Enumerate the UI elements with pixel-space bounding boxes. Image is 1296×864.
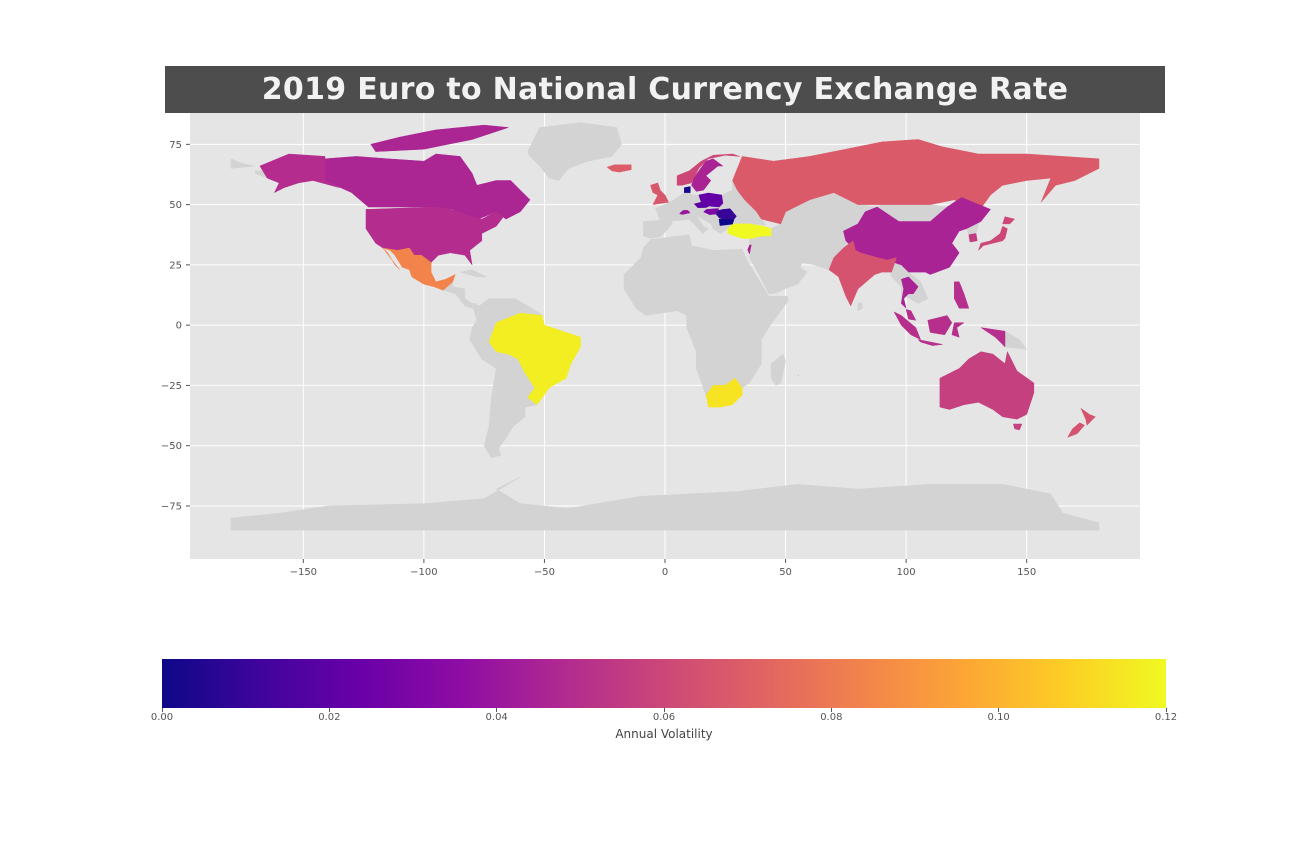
country-new-zealand [1080, 407, 1096, 426]
country-bulgaria [718, 218, 735, 226]
country-new-zealand [1067, 422, 1085, 438]
country-australia [939, 350, 1035, 420]
colorbar-tickmark [1165, 708, 1167, 712]
country-turkey [727, 223, 772, 239]
country-switzerland [679, 210, 691, 215]
land-no-data [797, 374, 800, 377]
country-brazil [488, 312, 581, 406]
country-layer [259, 124, 1100, 438]
y-tick-label: 75 [169, 140, 182, 151]
country-russia [732, 139, 1100, 225]
country-sweden [691, 158, 724, 192]
map-title: 2019 Euro to National Currency Exchange … [261, 72, 1069, 107]
country-thailand [901, 276, 919, 310]
colorbar-tickmark [328, 708, 330, 712]
y-tick-label: 25 [169, 260, 182, 271]
x-tick-label: −150 [290, 567, 317, 578]
land-no-data [442, 281, 478, 309]
colorbar-tickmark [663, 708, 665, 712]
title-banner: 2019 Euro to National Currency Exchange … [165, 66, 1165, 113]
x-tick-label: 0 [662, 567, 668, 578]
country-denmark [684, 186, 691, 193]
colorbar-tick-label: 0.04 [485, 712, 508, 723]
country-canada [370, 124, 509, 152]
colorbar [162, 659, 1166, 708]
x-tick-label: 50 [779, 567, 792, 578]
colorbar-tick-label: 0.12 [1154, 712, 1178, 723]
land-no-data [857, 301, 863, 312]
y-tick-label: 50 [169, 200, 182, 211]
colorbar-tickmark [998, 708, 1000, 712]
colorbar-tickmark [830, 708, 832, 712]
country-south-africa [705, 377, 743, 408]
country-australia [1013, 423, 1023, 431]
y-tick-label: −25 [161, 381, 182, 392]
country-malaysia [905, 309, 917, 321]
land-no-data [460, 269, 487, 278]
country-mexico [382, 247, 400, 270]
colorbar-tick-label: 0.08 [820, 712, 843, 723]
country-indonesia [927, 315, 953, 336]
country-israel [747, 244, 752, 255]
colorbar-tick-label: 0.00 [150, 712, 174, 723]
country-india [828, 240, 897, 307]
land-no-data [623, 234, 789, 396]
country-philippines [954, 281, 970, 309]
country-indonesia [893, 311, 922, 341]
colorbar-tickmark [161, 708, 163, 712]
x-tick-label: −50 [534, 567, 555, 578]
x-tick-label: 100 [897, 567, 916, 578]
land-no-data [770, 353, 786, 386]
country-iceland [606, 164, 632, 173]
axis-ticks: −150 −100 −50 0 50 100 150 75 50 25 0 −25 −50 −75 [161, 140, 1036, 578]
y-tick-label: −50 [161, 441, 182, 452]
country-south-korea [968, 233, 978, 243]
country-indonesia [951, 322, 965, 338]
y-tick-label: 0 [176, 321, 182, 332]
country-czechia [693, 201, 711, 208]
colorbar-tick-label: 0.02 [318, 712, 341, 723]
colorbar-gradient [162, 659, 1166, 708]
land-no-data [230, 476, 1100, 531]
land-layer [230, 122, 1100, 531]
country-canada [324, 153, 531, 225]
country-romania [715, 208, 737, 221]
colorbar-label: Annual Volatility [615, 727, 713, 741]
country-norway [676, 153, 740, 186]
country-indonesia [917, 339, 943, 346]
colorbar-tick-label: 0.06 [652, 712, 676, 723]
land-no-data [230, 158, 256, 169]
colorbar-tick-label: 0.10 [987, 712, 1010, 723]
country-mexico [382, 247, 456, 291]
country-indonesia [980, 327, 1006, 348]
colorbar-tickmark [496, 708, 498, 712]
country-japan [978, 225, 1008, 251]
y-tick-label: −75 [161, 501, 182, 512]
x-tick-label: −100 [410, 567, 437, 578]
land-no-data [527, 122, 622, 181]
country-united-states [259, 153, 340, 194]
x-tick-label: 150 [1017, 567, 1036, 578]
country-united-kingdom [650, 182, 669, 205]
country-japan [1002, 216, 1016, 225]
